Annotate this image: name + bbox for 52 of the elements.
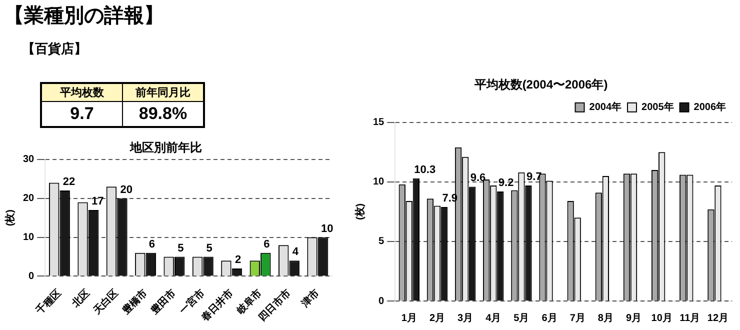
data-label: 9.2 [498,176,514,189]
legend-label: 2005年 [642,101,674,114]
y-tick-label: 0 [378,296,385,307]
x-tick-label: 豊田市 [148,287,178,318]
data-label: 10.3 [414,164,436,176]
y-tick-label: 0 [28,270,35,282]
data-label: 5 [206,242,212,254]
x-tick-label: 3月 [458,312,474,324]
x-tick-label: 4月 [486,312,502,324]
text: 9.7 [41,102,122,127]
x-tick-label: 2月 [429,312,446,324]
x-tick-label: 10月 [651,312,672,324]
x-tick-label: 12月 [707,312,729,324]
text: 【百貨店】 [22,40,87,58]
data-label: 2 [234,254,242,266]
text: 前年同月比 [122,83,204,102]
x-tick-label: 千種区 [33,287,64,318]
x-tick-label: 7月 [570,312,586,324]
chart-title: 地区別前年比 [129,140,202,155]
data-label: 9.6 [470,172,486,184]
data-label: 20 [120,184,132,196]
y-tick-label: 15 [373,117,385,128]
x-tick-label: 5月 [514,312,530,324]
data-label: 22 [62,176,76,188]
text: 【業種別の詳報】 [4,4,164,29]
data-label: 6 [264,238,270,250]
y-tick-label: 10 [373,176,385,188]
x-tick-label: 11月 [680,312,700,324]
x-tick-label: 6月 [542,312,558,324]
y-tick-label: 30 [23,154,35,166]
legend-label: 2004年 [589,101,622,114]
y-axis-title: (枚) [354,203,366,220]
x-tick-label: 北区 [68,287,92,310]
y-tick-label: 20 [23,193,35,204]
data-label: 17 [92,196,104,208]
text: 平均枚数 [41,83,122,102]
chart-title: 平均枚数(2004〜2006年) [473,78,608,92]
x-tick-label: 9月 [626,312,642,324]
data-label: 10 [321,222,334,235]
x-tick-label: 天白区 [90,287,121,318]
data-label: 6 [148,238,156,250]
data-label: 5 [178,242,184,254]
x-tick-label: 豊橋市 [119,287,150,318]
y-tick-label: 10 [23,232,35,244]
y-tick-label: 5 [378,236,385,248]
legend-label: 2006年 [694,101,726,114]
data-label: 4 [292,246,300,258]
text: 89.8% [122,102,204,127]
y-axis-title: (枚) [4,209,16,226]
x-tick-label: 津市 [298,287,322,310]
x-tick-label: 8月 [598,312,614,324]
x-tick-label: 1月 [401,312,417,324]
